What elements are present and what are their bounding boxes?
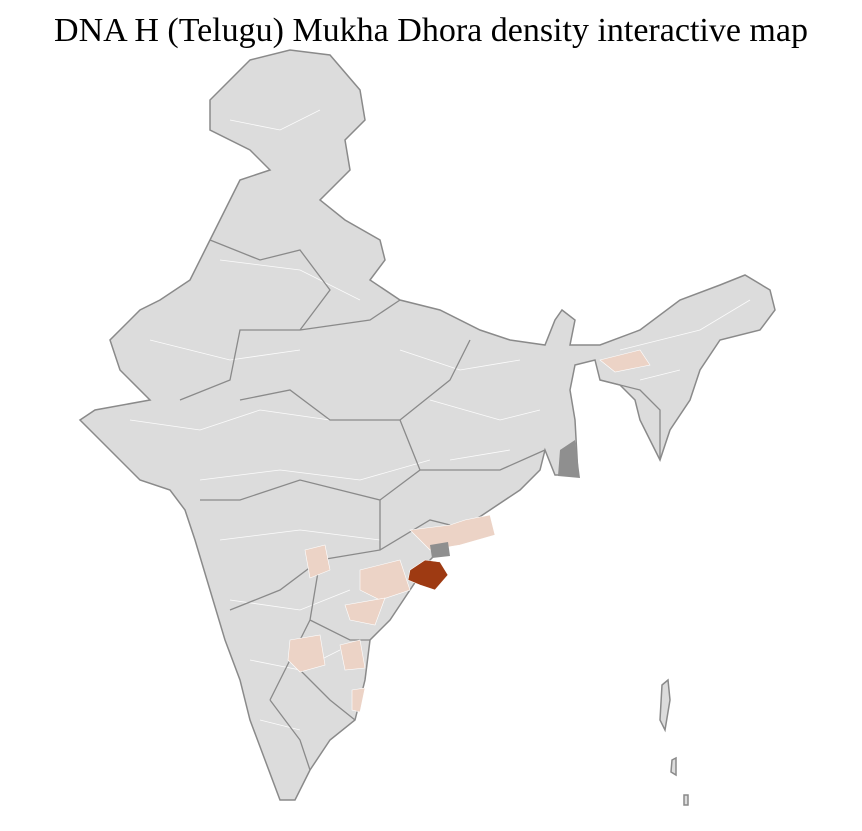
region — [287, 634, 326, 673]
region — [359, 559, 411, 601]
density-regions — [287, 349, 651, 713]
region — [304, 544, 331, 579]
country-outline — [78, 49, 776, 801]
region — [344, 597, 386, 626]
region — [599, 349, 651, 373]
islands — [659, 678, 689, 806]
region — [351, 687, 366, 713]
map-title: DNA H (Telugu) Mukha Dhora density inter… — [54, 12, 808, 49]
region — [407, 559, 449, 591]
region — [558, 440, 580, 478]
region — [430, 542, 450, 558]
region — [339, 639, 366, 671]
